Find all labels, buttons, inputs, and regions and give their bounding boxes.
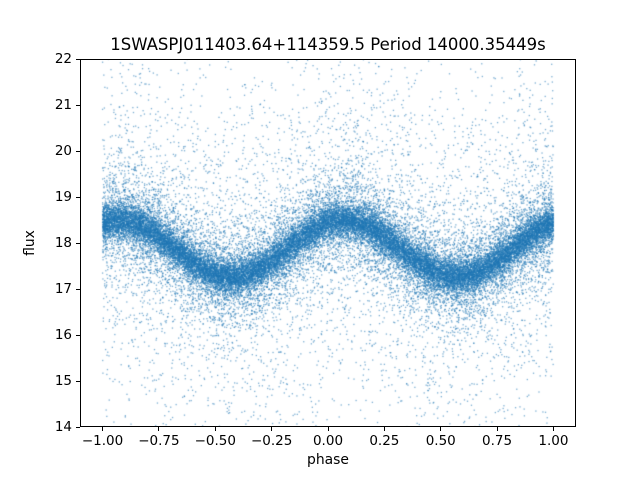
x-tick-mark	[496, 427, 498, 431]
y-tick-mark	[76, 380, 80, 382]
y-tick-label: 19	[54, 188, 72, 205]
y-tick-label: 18	[54, 234, 72, 251]
y-tick-mark	[76, 196, 80, 198]
x-tick-label: 0.50	[425, 433, 456, 449]
x-tick-label: 0.00	[312, 433, 344, 449]
y-tick-mark	[76, 242, 80, 244]
y-tick-mark	[76, 104, 80, 106]
y-tick-label: 21	[54, 96, 72, 113]
x-tick-label: 0.25	[369, 433, 400, 449]
y-tick-label: 16	[54, 326, 72, 343]
y-tick-label: 15	[54, 372, 72, 389]
y-tick-mark	[76, 150, 80, 152]
x-tick-label: −0.75	[138, 433, 180, 449]
x-axis-label: phase	[307, 452, 349, 468]
chart-title: 1SWASPJ011403.64+114359.5 Period 14000.3…	[110, 35, 546, 54]
x-tick-mark	[383, 427, 385, 431]
x-tick-mark	[214, 427, 216, 431]
x-tick-label: −0.25	[250, 433, 293, 449]
y-tick-label: 20	[54, 142, 72, 159]
y-tick-label: 22	[54, 50, 72, 67]
y-tick-mark	[76, 58, 80, 60]
y-tick-label: 17	[54, 280, 72, 297]
x-tick-mark	[158, 427, 160, 431]
x-tick-mark	[552, 427, 554, 431]
x-tick-label: −0.50	[194, 433, 236, 449]
x-tick-mark	[327, 427, 329, 431]
plot-area	[80, 59, 576, 427]
y-tick-label: 14	[54, 418, 72, 435]
y-tick-mark	[76, 426, 80, 428]
x-tick-mark	[271, 427, 273, 431]
y-tick-mark	[76, 288, 80, 290]
x-tick-mark	[440, 427, 442, 431]
y-tick-mark	[76, 334, 80, 336]
x-tick-label: −1.00	[81, 433, 124, 449]
x-tick-label: 0.75	[482, 433, 513, 449]
scatter-canvas	[80, 59, 576, 427]
x-tick-label: 1.00	[538, 433, 569, 449]
x-tick-mark	[102, 427, 104, 431]
